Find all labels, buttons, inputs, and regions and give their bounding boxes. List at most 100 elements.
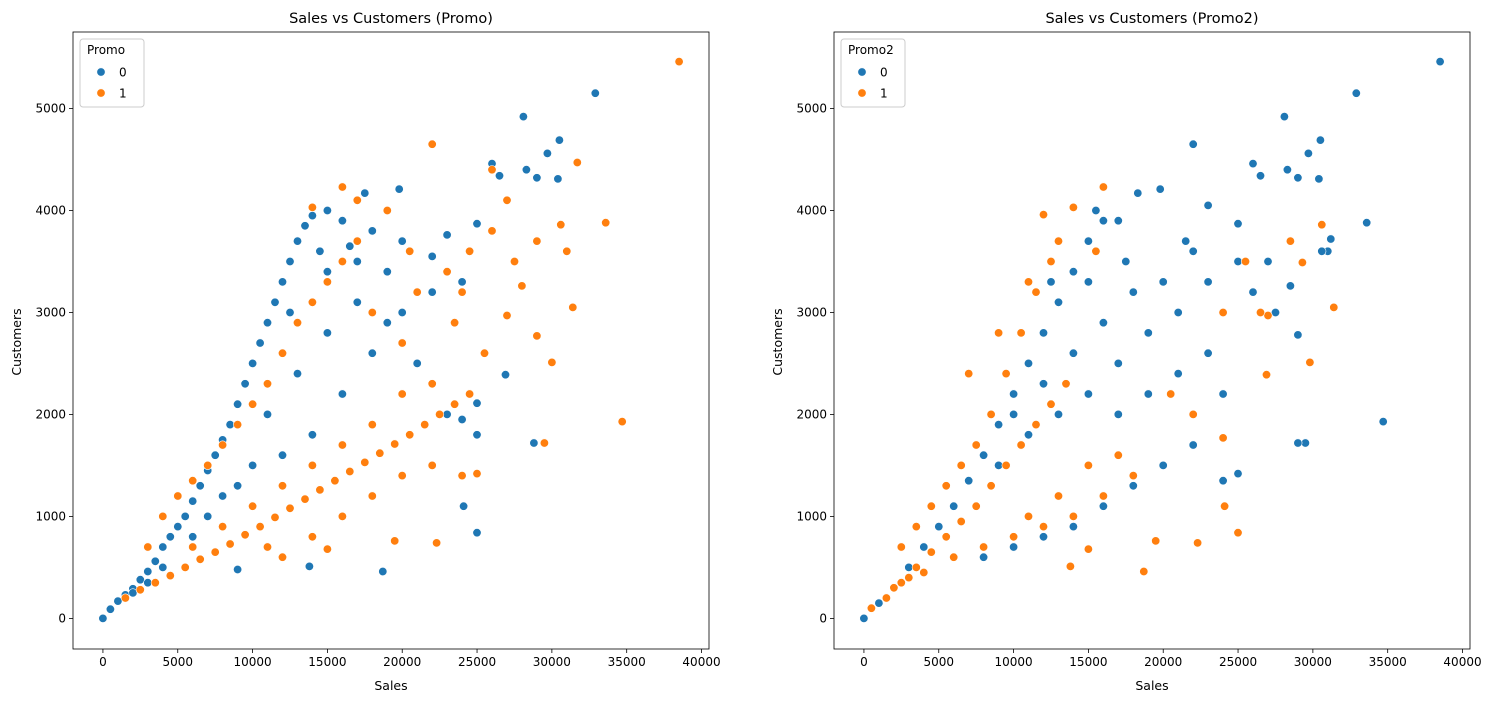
data-point: [1248, 287, 1258, 297]
data-point: [941, 481, 951, 491]
x-tick-label: 20000: [1144, 655, 1182, 669]
data-point: [1039, 210, 1049, 220]
data-point: [487, 165, 497, 175]
data-point: [859, 613, 869, 623]
plot-area: 0 5000 10000 15000 20000 25000 30000 35000 40000…: [796, 31, 1482, 669]
data-point: [1233, 469, 1243, 479]
data-point: [337, 216, 347, 226]
data-point: [457, 471, 467, 481]
data-point: [964, 369, 974, 379]
data-point: [233, 420, 243, 430]
data-point: [188, 542, 198, 552]
data-point: [397, 389, 407, 399]
data-point: [509, 256, 519, 266]
data-point: [1203, 348, 1213, 358]
data-point: [442, 230, 452, 240]
data-point: [337, 182, 347, 192]
data-point: [1091, 206, 1101, 216]
data-point: [518, 112, 528, 122]
x-tick-label: 15000: [308, 655, 346, 669]
data-point: [949, 552, 959, 562]
data-point: [277, 348, 287, 358]
data-point: [1083, 460, 1093, 470]
data-point: [1016, 328, 1026, 338]
data-points: [98, 57, 684, 623]
data-point: [1271, 307, 1281, 317]
legend-title: Promo: [87, 43, 125, 57]
data-point: [1166, 389, 1176, 399]
data-point: [1435, 57, 1445, 67]
data-point: [889, 583, 899, 593]
plot-area: 0 5000 10000 15000 20000 25000 30000 35000 40000…: [35, 31, 721, 669]
data-point: [135, 575, 145, 585]
data-point: [881, 593, 891, 603]
data-point: [1098, 216, 1108, 226]
data-point: [457, 287, 467, 297]
data-point: [1121, 256, 1131, 266]
data-point: [568, 302, 578, 312]
data-point: [382, 318, 392, 328]
data-point: [450, 399, 460, 409]
data-point: [1083, 277, 1093, 287]
legend: Promo2 0 1: [840, 38, 906, 108]
data-point: [1031, 287, 1041, 297]
data-point: [956, 460, 966, 470]
data-point: [390, 439, 400, 449]
data-point: [173, 522, 183, 532]
data-point: [1317, 246, 1327, 256]
data-point: [352, 256, 362, 266]
data-point: [412, 358, 422, 368]
y-tick-label: 1000: [35, 509, 66, 523]
data-point: [1024, 511, 1034, 521]
data-point: [1158, 277, 1168, 287]
data-point: [188, 496, 198, 506]
data-point: [601, 218, 611, 228]
data-point: [367, 491, 377, 501]
data-point: [1091, 246, 1101, 256]
data-point: [457, 414, 467, 424]
data-point: [994, 420, 1004, 430]
x-tick-label: 35000: [608, 655, 646, 669]
data-point: [1143, 328, 1153, 338]
data-point: [1351, 88, 1361, 98]
data-point: [367, 307, 377, 317]
data-point: [442, 409, 452, 419]
data-point: [158, 562, 168, 572]
chart-title: Sales vs Customers (Promo2): [1045, 11, 1258, 27]
data-point: [1068, 511, 1078, 521]
x-axis-ticks: 0 5000 10000 15000 20000 25000 30000 35000 40000: [99, 649, 721, 669]
data-point: [1046, 277, 1056, 287]
plot-frame: [833, 31, 1471, 650]
data-point: [1248, 159, 1258, 169]
data-point: [1046, 399, 1056, 409]
data-point: [1009, 409, 1019, 419]
data-point: [979, 542, 989, 552]
data-point: [262, 542, 272, 552]
data-point: [285, 503, 295, 513]
y-axis-ticks: 0 1000 2000 3000 4000 5000: [796, 101, 834, 625]
data-point: [240, 530, 250, 540]
data-point: [307, 430, 317, 440]
data-point: [173, 491, 183, 501]
series-0-points: [859, 57, 1445, 623]
data-point: [1009, 542, 1019, 552]
data-point: [542, 148, 552, 158]
data-point: [322, 267, 332, 277]
legend-marker: [857, 88, 867, 98]
data-point: [1285, 236, 1295, 246]
data-point: [562, 246, 572, 256]
data-point: [360, 457, 370, 467]
data-point: [1329, 302, 1339, 312]
data-point: [1305, 357, 1315, 367]
data-point: [277, 552, 287, 562]
y-tick-label: 3000: [796, 305, 827, 319]
data-point: [479, 348, 489, 358]
legend-label: 0: [880, 66, 888, 80]
data-point: [442, 267, 452, 277]
data-point: [1001, 369, 1011, 379]
data-point: [210, 547, 220, 557]
data-point: [405, 430, 415, 440]
data-point: [1293, 438, 1303, 448]
data-point: [1220, 501, 1230, 511]
